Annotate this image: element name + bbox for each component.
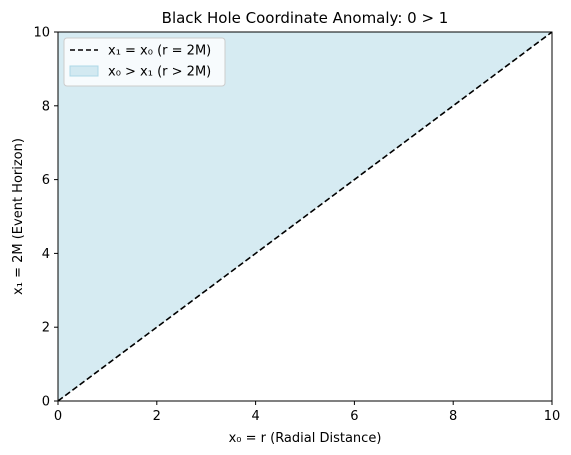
- legend-box: [63, 37, 226, 87]
- x-tick-label: 6: [350, 409, 358, 424]
- x-axis-label: x₀ = r (Radial Distance): [229, 431, 382, 446]
- diagonal-line: [57, 31, 553, 402]
- legend-fill-swatch: [69, 65, 99, 77]
- axes-frame: [57, 31, 553, 402]
- x-axis-ticks: 0 2 4 6 8 10: [54, 401, 560, 424]
- y-tick-label: 4: [42, 247, 50, 262]
- x-tick-label: 10: [544, 409, 561, 424]
- y-tick-label: 2: [42, 321, 50, 336]
- x-tick-label: 0: [54, 409, 62, 424]
- y-tick-label: 0: [42, 395, 50, 410]
- y-tick-label: 10: [33, 26, 50, 41]
- y-axis-label: x₁ = 2M (Event Horizon): [11, 138, 26, 295]
- x-tick-label: 2: [153, 409, 161, 424]
- chart-title: Black Hole Coordinate Anomaly: 0 > 1: [162, 9, 449, 27]
- plot-area: [57, 31, 553, 402]
- y-tick-label: 6: [42, 173, 50, 188]
- legend-line-label: x₁ = x₀ (r = 2M): [108, 44, 211, 59]
- x-tick-label: 8: [449, 409, 457, 424]
- x-tick-label: 4: [251, 409, 259, 424]
- y-axis-ticks: 0 2 4 6 8 10: [33, 26, 58, 410]
- legend-fill-label: x₀ > x₁ (r > 2M): [108, 65, 211, 80]
- legend: x₁ = x₀ (r = 2M) x₀ > x₁ (r > 2M): [63, 37, 226, 87]
- y-tick-label: 8: [42, 99, 50, 114]
